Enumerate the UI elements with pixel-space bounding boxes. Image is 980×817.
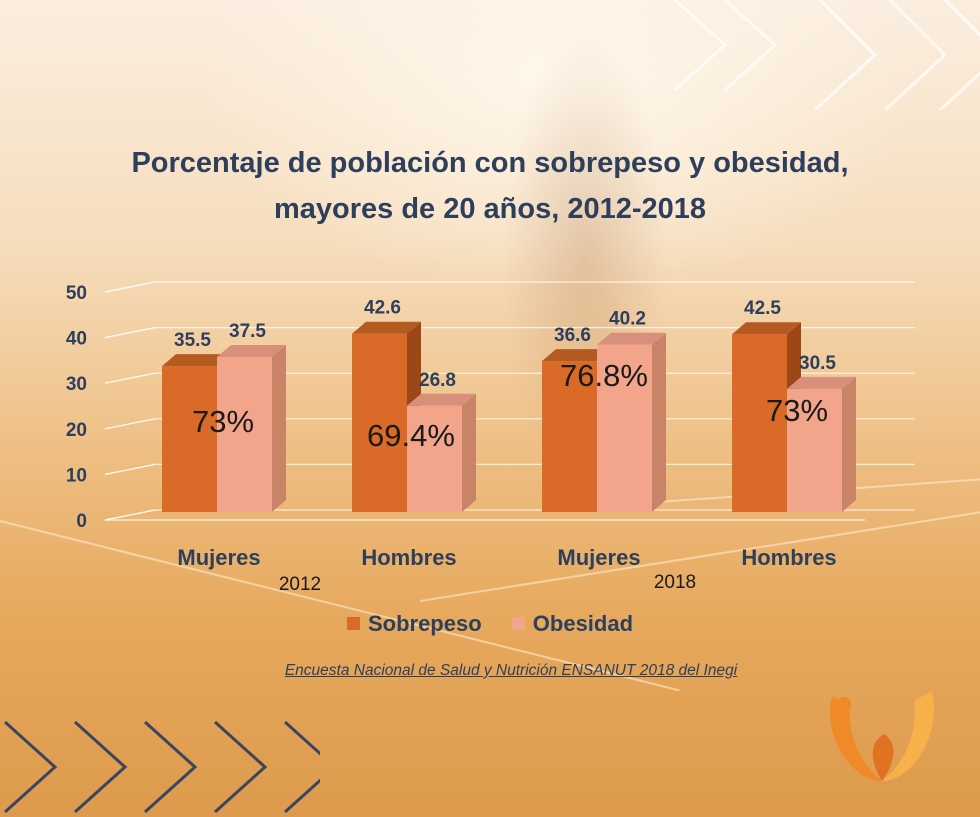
total-label: 73% bbox=[766, 393, 828, 428]
y-tick-label: 20 bbox=[66, 420, 87, 441]
source-note: Encuesta Nacional de Salud y Nutrición E… bbox=[284, 662, 738, 679]
legend-item-sobrepeso: Sobrepeso bbox=[346, 610, 482, 637]
y-tick-label: 0 bbox=[76, 511, 87, 532]
group-label: 2018 bbox=[654, 572, 696, 593]
legend-item-obesidad: Obesidad bbox=[511, 610, 634, 637]
chevron-decoration-top bbox=[673, 0, 980, 110]
bar-side-obesidad bbox=[652, 332, 666, 512]
legend: Sobrepeso Obesidad bbox=[0, 610, 980, 637]
group-label: 2012 bbox=[279, 574, 321, 595]
chevron-decoration-bottom bbox=[3, 720, 320, 814]
grid-diagonal bbox=[104, 327, 156, 339]
data-label: 36.6 bbox=[554, 325, 591, 346]
bar-top-sobrepeso bbox=[542, 349, 611, 362]
bar-obesidad bbox=[787, 388, 842, 512]
data-label: 35.5 bbox=[174, 330, 211, 351]
legend-swatch-sobrepeso bbox=[346, 617, 360, 630]
category-label: Hombres bbox=[741, 545, 836, 570]
bar-side-obesidad bbox=[462, 393, 476, 512]
data-label: 26.8 bbox=[419, 370, 456, 391]
bar-top-obesidad bbox=[597, 332, 666, 345]
y-tick-label: 10 bbox=[66, 465, 87, 486]
bar-top-sobrepeso bbox=[352, 321, 421, 334]
y-tick-label: 30 bbox=[66, 374, 87, 395]
chart-title-line-1: Porcentaje de población con sobrepeso y … bbox=[131, 147, 849, 179]
bar-side-obesidad bbox=[272, 345, 286, 512]
grid-diagonal bbox=[104, 463, 156, 475]
y-tick-label: 40 bbox=[66, 329, 87, 350]
data-label: 30.5 bbox=[799, 353, 836, 374]
legend-swatch-obesidad bbox=[511, 617, 525, 630]
bar-top-obesidad bbox=[787, 376, 856, 389]
total-label: 76.8% bbox=[560, 358, 648, 393]
grid-diagonal bbox=[104, 281, 156, 293]
bar-top-sobrepeso bbox=[732, 322, 801, 335]
y-tick-label: 50 bbox=[66, 283, 87, 304]
category-label: Hombres bbox=[361, 545, 456, 570]
data-label: 42.6 bbox=[364, 298, 401, 319]
data-label: 37.5 bbox=[229, 321, 266, 342]
bar-top-sobrepeso bbox=[162, 354, 231, 367]
total-label: 73% bbox=[192, 404, 254, 439]
bar-sobrepeso bbox=[352, 333, 407, 512]
bar-obesidad bbox=[407, 405, 462, 512]
grid-diagonal bbox=[104, 372, 156, 384]
bar-sobrepeso bbox=[542, 361, 597, 512]
bar-sobrepeso bbox=[732, 334, 787, 512]
category-label: Mujeres bbox=[177, 545, 260, 570]
grid-diagonal bbox=[104, 418, 156, 430]
grid-diagonal bbox=[104, 509, 156, 521]
bar-sobrepeso bbox=[162, 366, 217, 512]
brand-logo bbox=[830, 691, 934, 781]
legend-label-obesidad: Obesidad bbox=[532, 610, 634, 636]
bar-chart: 0 10 20 30 40 50 35.5 37.5 73% Mujeres 42.6 26.8 69.… bbox=[65, 281, 856, 595]
bar-obesidad bbox=[597, 344, 652, 512]
bar-top-obesidad bbox=[407, 393, 476, 406]
chart-title-line-2: mayores de 20 años, 2012-2018 bbox=[273, 193, 707, 225]
category-label: Mujeres bbox=[557, 545, 640, 570]
data-label: 40.2 bbox=[609, 309, 646, 330]
legend-label-sobrepeso: Sobrepeso bbox=[367, 610, 482, 636]
bar-side-obesidad bbox=[842, 376, 856, 512]
bar-obesidad bbox=[217, 357, 272, 512]
bar-top-obesidad bbox=[217, 345, 286, 357]
total-label: 69.4% bbox=[367, 418, 455, 453]
chart-title: Porcentaje de población con sobrepeso y … bbox=[0, 140, 980, 232]
data-label: 42.5 bbox=[744, 298, 781, 319]
